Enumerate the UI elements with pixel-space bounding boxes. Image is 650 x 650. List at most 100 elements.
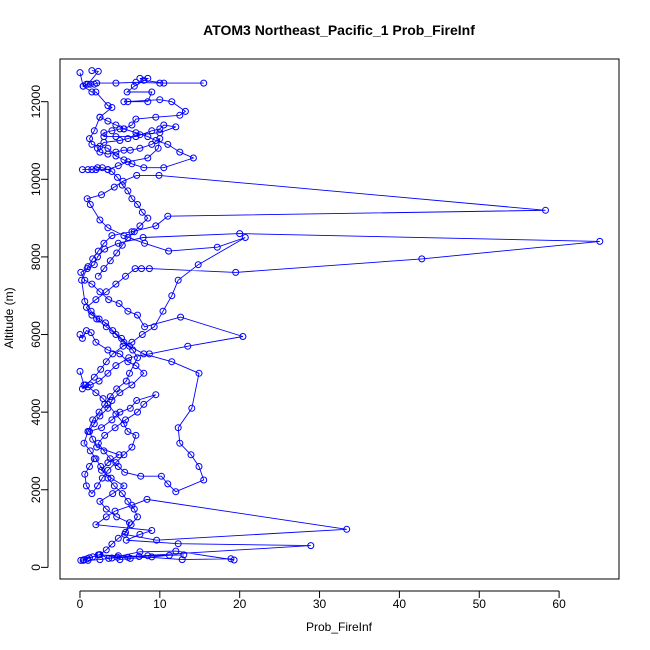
data-point <box>136 530 144 538</box>
data-point <box>156 79 164 87</box>
data-point <box>100 265 108 273</box>
data-point <box>109 490 117 498</box>
data-point <box>105 296 113 304</box>
data-point <box>122 528 129 536</box>
data-point <box>94 247 102 255</box>
data-point <box>101 431 109 439</box>
data-point <box>108 416 116 424</box>
data-point <box>81 470 89 478</box>
data-point <box>213 243 221 251</box>
data-point <box>83 195 91 203</box>
data-point <box>92 338 100 346</box>
data-point <box>542 206 549 214</box>
x-axis-label: Prob_FireInf <box>306 620 373 634</box>
data-point <box>128 501 136 509</box>
data-point <box>78 334 86 342</box>
data-point <box>102 505 110 513</box>
data-point <box>156 96 164 104</box>
data-point <box>132 115 140 123</box>
x-tick-label: 10 <box>153 597 167 611</box>
data-point <box>124 234 132 241</box>
data-point <box>104 117 112 125</box>
data-point <box>113 249 121 257</box>
data-point <box>124 358 132 366</box>
y-tick-label: 10000 <box>29 162 43 196</box>
data-point <box>93 79 101 87</box>
data-point <box>230 556 238 564</box>
x-tick-label: 0 <box>77 597 84 611</box>
data-point <box>92 166 100 174</box>
data-point <box>115 300 123 307</box>
data-point <box>164 140 172 148</box>
data-point <box>86 447 94 455</box>
data-point <box>174 540 182 548</box>
y-tick-label: 2000 <box>29 476 43 503</box>
data-point <box>152 137 160 144</box>
y-tick-label: 6000 <box>29 321 43 348</box>
data-point <box>112 79 120 87</box>
data-point <box>84 428 92 435</box>
data-point <box>86 135 93 143</box>
data-point <box>189 154 197 162</box>
data-point <box>116 137 124 144</box>
data-point <box>124 135 132 143</box>
data-point <box>148 553 156 561</box>
data-point <box>136 74 144 82</box>
data-point <box>80 439 88 447</box>
data-point <box>156 125 164 133</box>
data-point <box>140 400 148 408</box>
data-point <box>187 451 195 459</box>
data-point <box>84 166 92 174</box>
data-point <box>96 142 104 150</box>
data-point <box>144 98 152 106</box>
data-point <box>94 272 102 280</box>
data-point <box>168 358 176 366</box>
series-line <box>87 554 184 561</box>
data-point <box>160 164 168 172</box>
data-point <box>102 319 109 327</box>
data-point <box>148 527 156 534</box>
data-point <box>133 171 141 179</box>
data-point <box>145 350 153 358</box>
data-point <box>154 144 162 152</box>
data-point <box>102 513 110 521</box>
data-point <box>112 362 120 370</box>
data-point <box>108 104 116 111</box>
data-point <box>121 468 129 476</box>
data-point <box>200 476 208 484</box>
data-point <box>112 152 120 160</box>
data-point <box>95 315 103 323</box>
data-point <box>82 327 90 335</box>
y-tick-label: 12000 <box>29 85 43 119</box>
data-point <box>98 191 105 199</box>
data-point <box>120 232 128 240</box>
data-point <box>112 148 120 156</box>
y-tick-label: 0 <box>29 564 43 571</box>
data-point <box>81 276 89 284</box>
data-point <box>120 98 128 106</box>
data-point <box>106 393 114 401</box>
data-point <box>176 148 184 156</box>
y-tick-label: 8000 <box>29 243 43 270</box>
data-point <box>126 404 134 412</box>
data-point <box>114 173 121 181</box>
data-point <box>174 276 182 284</box>
y-axis: 0 2000 4000 6000 8000 10000 12000 <box>29 85 49 571</box>
data-point <box>110 482 118 490</box>
data-point <box>82 482 90 490</box>
data-point <box>181 107 189 115</box>
data-point <box>129 346 137 354</box>
data-point <box>307 542 315 550</box>
series-layer <box>76 67 604 564</box>
data-point <box>84 556 92 564</box>
data-point <box>92 296 100 304</box>
data-point <box>138 331 146 338</box>
data-point <box>87 329 95 337</box>
data-point <box>77 268 85 276</box>
data-point <box>81 298 89 305</box>
data-point <box>104 400 112 408</box>
data-point <box>184 342 192 350</box>
data-point <box>343 525 351 533</box>
data-point <box>128 160 136 168</box>
x-tick-label: 20 <box>233 597 247 611</box>
